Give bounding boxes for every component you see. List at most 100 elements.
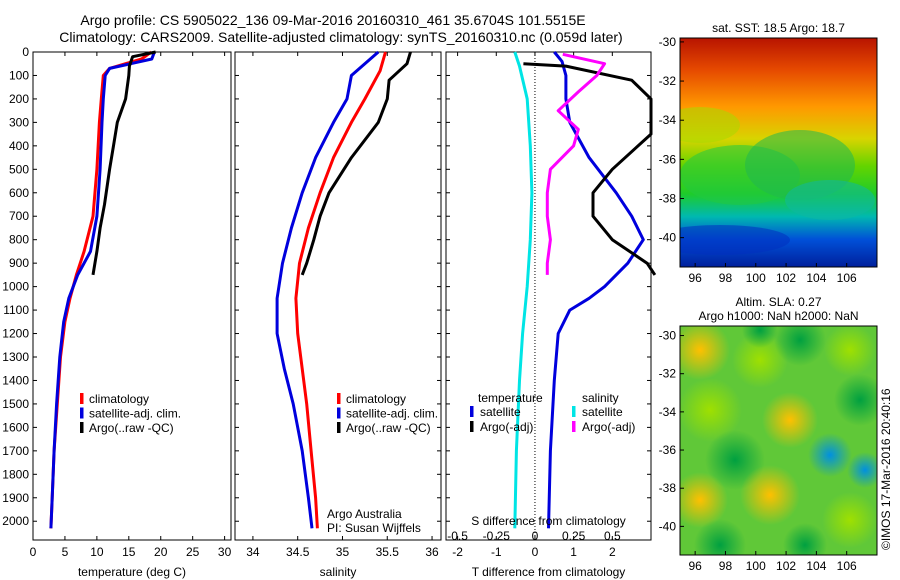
sla-anomaly-blob	[834, 374, 877, 426]
sst-map-frame	[679, 37, 878, 268]
sla-map-panel: 96 98 100 102 104 106 -30 -32 -34 -36 -38 -40 Altim.…	[659, 295, 878, 573]
sst-map-ytick-label: -40	[659, 231, 677, 245]
temperature-series-satellite-adj-clim	[49, 51, 156, 529]
depth-tick-label: 900	[9, 256, 29, 270]
temperature-xlabel: temperature (deg C)	[78, 565, 186, 579]
sla-map-ytick-label: -30	[659, 329, 677, 343]
legend-swatch	[80, 422, 84, 433]
depth-tick-label: 1400	[2, 373, 29, 387]
sla-map-ytick-label: -40	[659, 519, 677, 533]
difference-xtick-label: -1	[491, 545, 502, 559]
sla-anomaly-blob	[732, 332, 788, 388]
sst-map-ytick-label: -36	[659, 152, 677, 166]
salinity-series-argo-raw-qc	[300, 51, 412, 276]
sla-map-xtick-label: 102	[776, 559, 796, 573]
temperature-series-argo-raw-qc	[91, 50, 156, 276]
legend-swatch	[470, 421, 474, 432]
sla-map-title: Altim. SLA: 0.27	[735, 295, 821, 309]
difference-xtick-label: -2	[452, 545, 463, 559]
legend-entry: Argo(-adj)	[582, 420, 635, 434]
temperature-xtick-label: 15	[122, 545, 136, 559]
difference-xtick-label: 1	[570, 545, 577, 559]
salinity-panel: 34 34.5 35 35.5 36 salinity climatologysatelli…	[234, 50, 442, 579]
difference-series-argo-adj	[523, 62, 657, 276]
legend-swatch	[80, 393, 84, 404]
sla-map-subtitle: Argo h1000: NaN h2000: NaN	[698, 309, 858, 323]
legend-swatch	[80, 407, 84, 419]
legend-header-temperature: temperature	[478, 391, 543, 405]
temperature-xtick-label: 5	[62, 545, 69, 559]
sla-map-ytick-label: -32	[659, 367, 677, 381]
sla-anomaly-blob	[822, 492, 877, 548]
temperature-xtick-label: 0	[30, 545, 37, 559]
figure-title-line2: Climatology: CARS2009. Satellite-adjuste…	[59, 29, 622, 45]
difference-xlabel: T difference from climatology	[472, 565, 626, 579]
sst-patch	[785, 180, 875, 220]
agency-label: Argo Australia	[327, 507, 402, 521]
salinity-xtick-label: 36	[425, 545, 439, 559]
temperature-xtick-label: 25	[186, 545, 200, 559]
depth-tick-label: 1100	[3, 303, 29, 317]
sla-anomaly-blob	[740, 465, 800, 525]
sst-map-xtick-label: 100	[746, 271, 766, 285]
sst-map-xtick-label: 102	[776, 271, 796, 285]
sst-map-ytick-label: -34	[659, 113, 677, 127]
depth-tick-label: 200	[9, 92, 29, 106]
sla-anomaly-blob	[774, 326, 826, 366]
depth-tick-label: 1500	[2, 397, 29, 411]
depth-tick-label: 100	[9, 68, 29, 82]
salinity-series-satellite-adj-clim	[275, 50, 380, 529]
legend-entry: satellite-adj. clim.	[346, 407, 438, 421]
sst-map-xtick-label: 106	[837, 271, 857, 285]
difference-xtick-label: 0	[532, 545, 539, 559]
legend-swatch	[572, 406, 576, 417]
difference-series-satellite	[513, 51, 534, 529]
sla-anomaly-blob	[680, 472, 728, 528]
difference-xtick-top-label: -0.5	[447, 529, 468, 543]
legend-entry: satellite	[480, 405, 521, 419]
sst-map-field	[680, 38, 877, 267]
sst-patch	[680, 107, 740, 143]
legend-swatch	[337, 407, 341, 419]
sla-anomaly-blob	[742, 326, 778, 348]
legend-swatch	[337, 422, 341, 433]
sla-anomaly-blob	[847, 452, 877, 488]
legend-swatch	[337, 393, 341, 404]
legend-entry: climatology	[89, 392, 149, 406]
sla-map-xtick-label: 104	[806, 559, 826, 573]
sst-map-ytick-label: -38	[659, 191, 677, 205]
legend-swatch	[470, 406, 474, 417]
sla-map-xtick-label: 100	[746, 559, 766, 573]
sst-map-title: sat. SST: 18.5 Argo: 18.7	[712, 21, 845, 35]
difference-series-argo-adj	[545, 52, 607, 275]
legend-entry: satellite-adj. clim.	[89, 407, 181, 421]
sst-map-xtick-label: 98	[719, 271, 733, 285]
sla-map-ytick-label: -36	[659, 443, 677, 457]
depth-tick-label: 1900	[2, 491, 29, 505]
sla-anomaly-blob	[680, 326, 730, 380]
difference-xtick-top-label: 0	[532, 529, 539, 543]
sla-anomaly-blob	[808, 433, 852, 477]
salinity-xtick-label: 34.5	[286, 545, 310, 559]
temperature-panel: 0 5 10 15 20 25 300100200300400500600700800900…	[2, 45, 231, 579]
depth-tick-label: 1300	[2, 350, 29, 364]
depth-tick-label: 600	[9, 186, 29, 200]
sla-map-xtick-label: 98	[719, 559, 733, 573]
sla-map-ytick-label: -34	[659, 405, 677, 419]
sst-map-ytick-label: -30	[659, 35, 677, 49]
depth-tick-label: 300	[9, 115, 29, 129]
difference-xtick-top-label: 0.25	[562, 529, 586, 543]
salinity-xlabel: salinity	[320, 565, 357, 579]
sla-map-field	[680, 326, 877, 555]
depth-tick-label: 1000	[2, 280, 29, 294]
sst-map-xtick-label: 104	[806, 271, 826, 285]
sla-anomaly-blob	[824, 326, 876, 376]
difference-series-satellite	[547, 51, 645, 529]
pi-label: PI: Susan Wijffels	[327, 521, 421, 535]
salinity-xtick-label: 35.5	[376, 545, 400, 559]
sla-map-frame	[679, 325, 878, 556]
depth-tick-label: 2000	[2, 514, 29, 528]
salinity-xtick-label: 34	[246, 545, 260, 559]
difference-axes-box	[445, 51, 652, 541]
sla-map-xtick-label: 96	[688, 559, 702, 573]
